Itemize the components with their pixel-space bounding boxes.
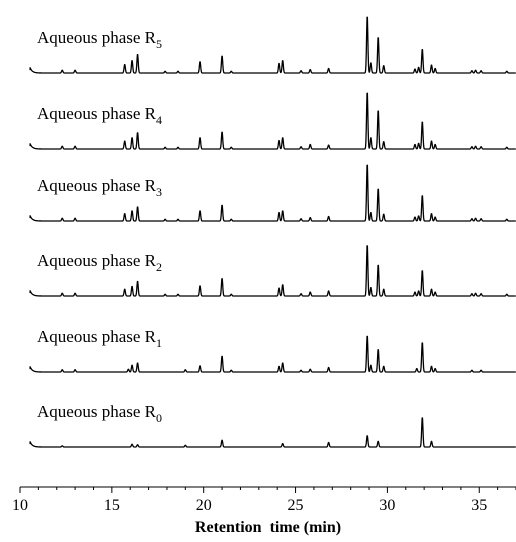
x-tick-label: 25: [288, 497, 304, 514]
series-label: Aqueous phase R5: [37, 28, 162, 51]
series-label: Aqueous phase R3: [37, 176, 162, 199]
series-label-subscript: 3: [156, 185, 162, 199]
series-label: Aqueous phase R0: [37, 402, 162, 425]
chromatogram-trace: [29, 16, 516, 74]
x-axis-title: Retention time (min): [195, 519, 341, 536]
series-label-main: Aqueous phase R: [37, 176, 157, 195]
series-label-main: Aqueous phase R: [37, 327, 157, 346]
x-tick-label: 35: [471, 497, 487, 514]
chromatogram-trace: [29, 164, 516, 222]
series-label-main: Aqueous phase R: [37, 28, 157, 47]
x-tick-label: 30: [379, 497, 395, 514]
x-tick-label: 10: [12, 497, 28, 514]
series-label-main: Aqueous phase R: [37, 251, 157, 270]
series-label-subscript: 1: [156, 336, 162, 350]
series-label-main: Aqueous phase R: [37, 104, 157, 123]
series-label-subscript: 2: [156, 260, 162, 274]
series-label: Aqueous phase R4: [37, 104, 162, 127]
series-label-subscript: 4: [156, 113, 162, 127]
series-label: Aqueous phase R2: [37, 251, 162, 274]
series-label-main: Aqueous phase R: [37, 402, 157, 421]
x-tick-label: 15: [104, 497, 120, 514]
series-5: Aqueous phase R5: [29, 16, 516, 74]
x-axis: 10 15 20 25 30 35: [12, 486, 516, 514]
series-label: Aqueous phase R1: [37, 327, 162, 350]
series-label-subscript: 5: [156, 37, 162, 51]
chromatogram-trace: [29, 335, 516, 373]
series-3: Aqueous phase R3: [29, 164, 516, 222]
x-tick-label: 20: [196, 497, 212, 514]
series-label-subscript: 0: [156, 411, 162, 425]
series-0: Aqueous phase R0: [29, 402, 516, 448]
series-1: Aqueous phase R1: [29, 327, 516, 373]
chromatogram-trace: [29, 417, 516, 448]
series-4: Aqueous phase R4: [29, 92, 516, 150]
series-2: Aqueous phase R2: [29, 245, 516, 297]
chromatogram-trace: [29, 245, 516, 297]
chromatogram-trace: [29, 92, 516, 150]
